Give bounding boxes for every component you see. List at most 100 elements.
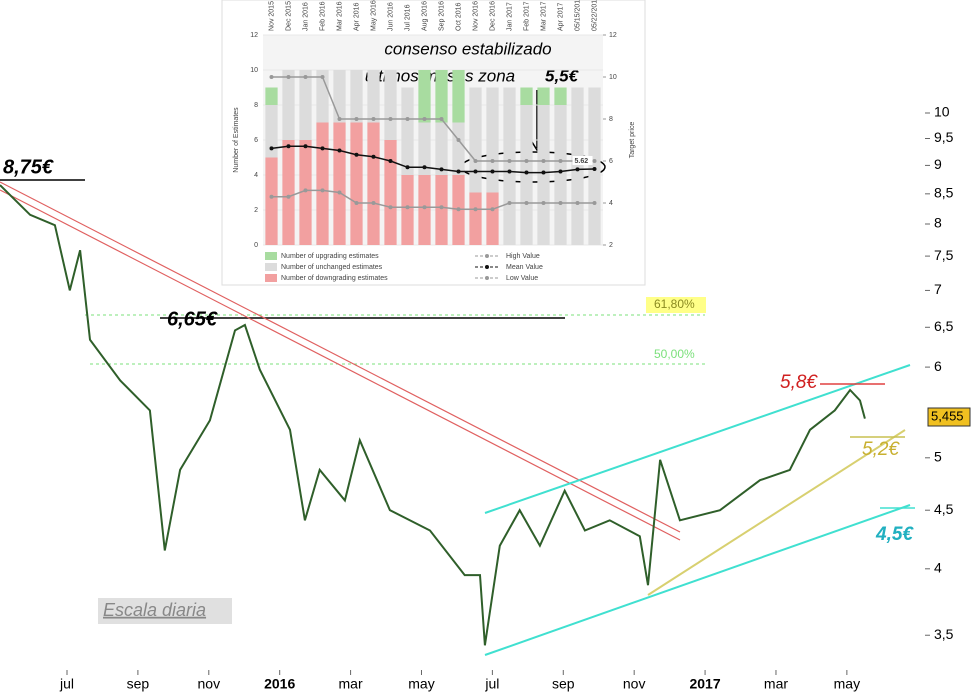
point — [439, 117, 444, 121]
point — [303, 144, 308, 149]
bar — [316, 122, 329, 245]
support-line — [647, 429, 906, 596]
legend-dot — [485, 276, 489, 280]
price-label-bg — [927, 407, 971, 427]
bar — [554, 87, 567, 105]
x-tick-label: 2016 — [264, 676, 295, 692]
x-tick-label: mar — [764, 676, 788, 692]
x-tick-label: Aug 2016 — [421, 1, 428, 31]
channel-line — [484, 504, 911, 656]
x-tick-label: Jan 2017 — [506, 2, 513, 31]
point — [320, 75, 325, 79]
x-tick-label: Oct 2016 — [455, 2, 462, 31]
point — [490, 207, 495, 212]
point — [337, 190, 342, 195]
bar — [486, 192, 499, 245]
point — [507, 169, 512, 174]
point — [490, 159, 495, 163]
bar — [452, 70, 465, 123]
point — [473, 207, 478, 212]
y-tick-label: 4 — [934, 560, 942, 576]
x-tick-label: Mar 2017 — [540, 1, 547, 31]
bar — [418, 175, 431, 245]
x-tick-label: Jul 2016 — [404, 4, 411, 31]
point — [354, 117, 359, 121]
point — [592, 166, 597, 171]
y2-tick-label: 2 — [609, 242, 613, 249]
y-tick-label: 2 — [254, 207, 258, 214]
x-tick-label: 2017 — [689, 676, 720, 692]
point — [337, 117, 342, 121]
point — [269, 194, 274, 199]
point — [558, 169, 563, 174]
x-tick-label: Jun 2016 — [387, 2, 394, 31]
bar — [367, 70, 380, 123]
bar — [265, 105, 278, 158]
y-tick-label: 5 — [934, 449, 942, 465]
y-tick-label: 8 — [254, 102, 258, 109]
point — [541, 170, 546, 175]
point — [507, 201, 512, 205]
bar — [452, 122, 465, 175]
bar — [435, 175, 448, 245]
point — [473, 169, 478, 174]
bar — [384, 140, 397, 245]
point — [269, 146, 274, 151]
x-tick-label: Feb 2017 — [523, 1, 530, 31]
legend-label: Low Value — [506, 275, 538, 282]
bar — [588, 87, 601, 245]
annotation: 50,00% — [654, 347, 695, 361]
x-tick-label: May 2016 — [370, 0, 377, 31]
x-tick-label: nov — [198, 676, 221, 692]
bar — [554, 105, 567, 245]
bar — [418, 70, 431, 123]
y-tick-label: 9,5 — [934, 129, 954, 145]
y2-tick-label: 8 — [609, 116, 613, 123]
point — [388, 117, 393, 121]
point — [303, 188, 308, 193]
x-tick-label: may — [834, 676, 860, 692]
bar — [282, 140, 295, 245]
annotation: consenso estabilizado — [384, 39, 551, 58]
bar — [537, 87, 550, 105]
annotation: 4,5€ — [875, 524, 914, 545]
bar — [299, 70, 312, 140]
point — [456, 169, 461, 174]
annotation: 5,455 — [931, 408, 964, 423]
main-chart: 8,75€ 6,65€ 61,80% 50,00% 5,8€ 5,2€ 4,5€… — [0, 104, 971, 692]
trend-line — [0, 181, 681, 533]
point — [405, 165, 410, 170]
bar — [401, 87, 414, 175]
bar — [435, 122, 448, 175]
annotation: 5,5€ — [545, 66, 580, 85]
y2-tick-label: 12 — [609, 32, 617, 39]
bar — [265, 157, 278, 245]
y2-tick-label: 4 — [609, 200, 613, 207]
point — [354, 201, 359, 205]
x-tick-label: Apr 2017 — [557, 2, 564, 31]
point — [575, 201, 580, 205]
x-tick-label: Dec 2016 — [489, 1, 496, 31]
point — [422, 165, 427, 170]
bar — [384, 70, 397, 140]
legend-dot — [485, 254, 489, 258]
x-tick-label: Apr 2016 — [353, 2, 360, 31]
y-tick-label: 10 — [250, 67, 258, 74]
price-line — [0, 184, 866, 646]
y-tick-label: 4,5 — [934, 501, 954, 517]
point — [422, 117, 427, 121]
bar — [469, 192, 482, 245]
annotation: Escala diaria — [103, 600, 206, 620]
x-tick-label: jul — [484, 676, 499, 692]
legend-swatch — [265, 274, 277, 282]
y-tick-label: 6 — [934, 358, 942, 374]
bar — [299, 140, 312, 245]
label-bg — [646, 297, 706, 313]
y-tick-label: 0 — [254, 242, 258, 249]
point — [303, 75, 308, 79]
x-tick-label: Dec 2015 — [285, 1, 292, 31]
label-bg — [98, 598, 232, 624]
point — [337, 148, 342, 153]
point — [507, 159, 512, 163]
